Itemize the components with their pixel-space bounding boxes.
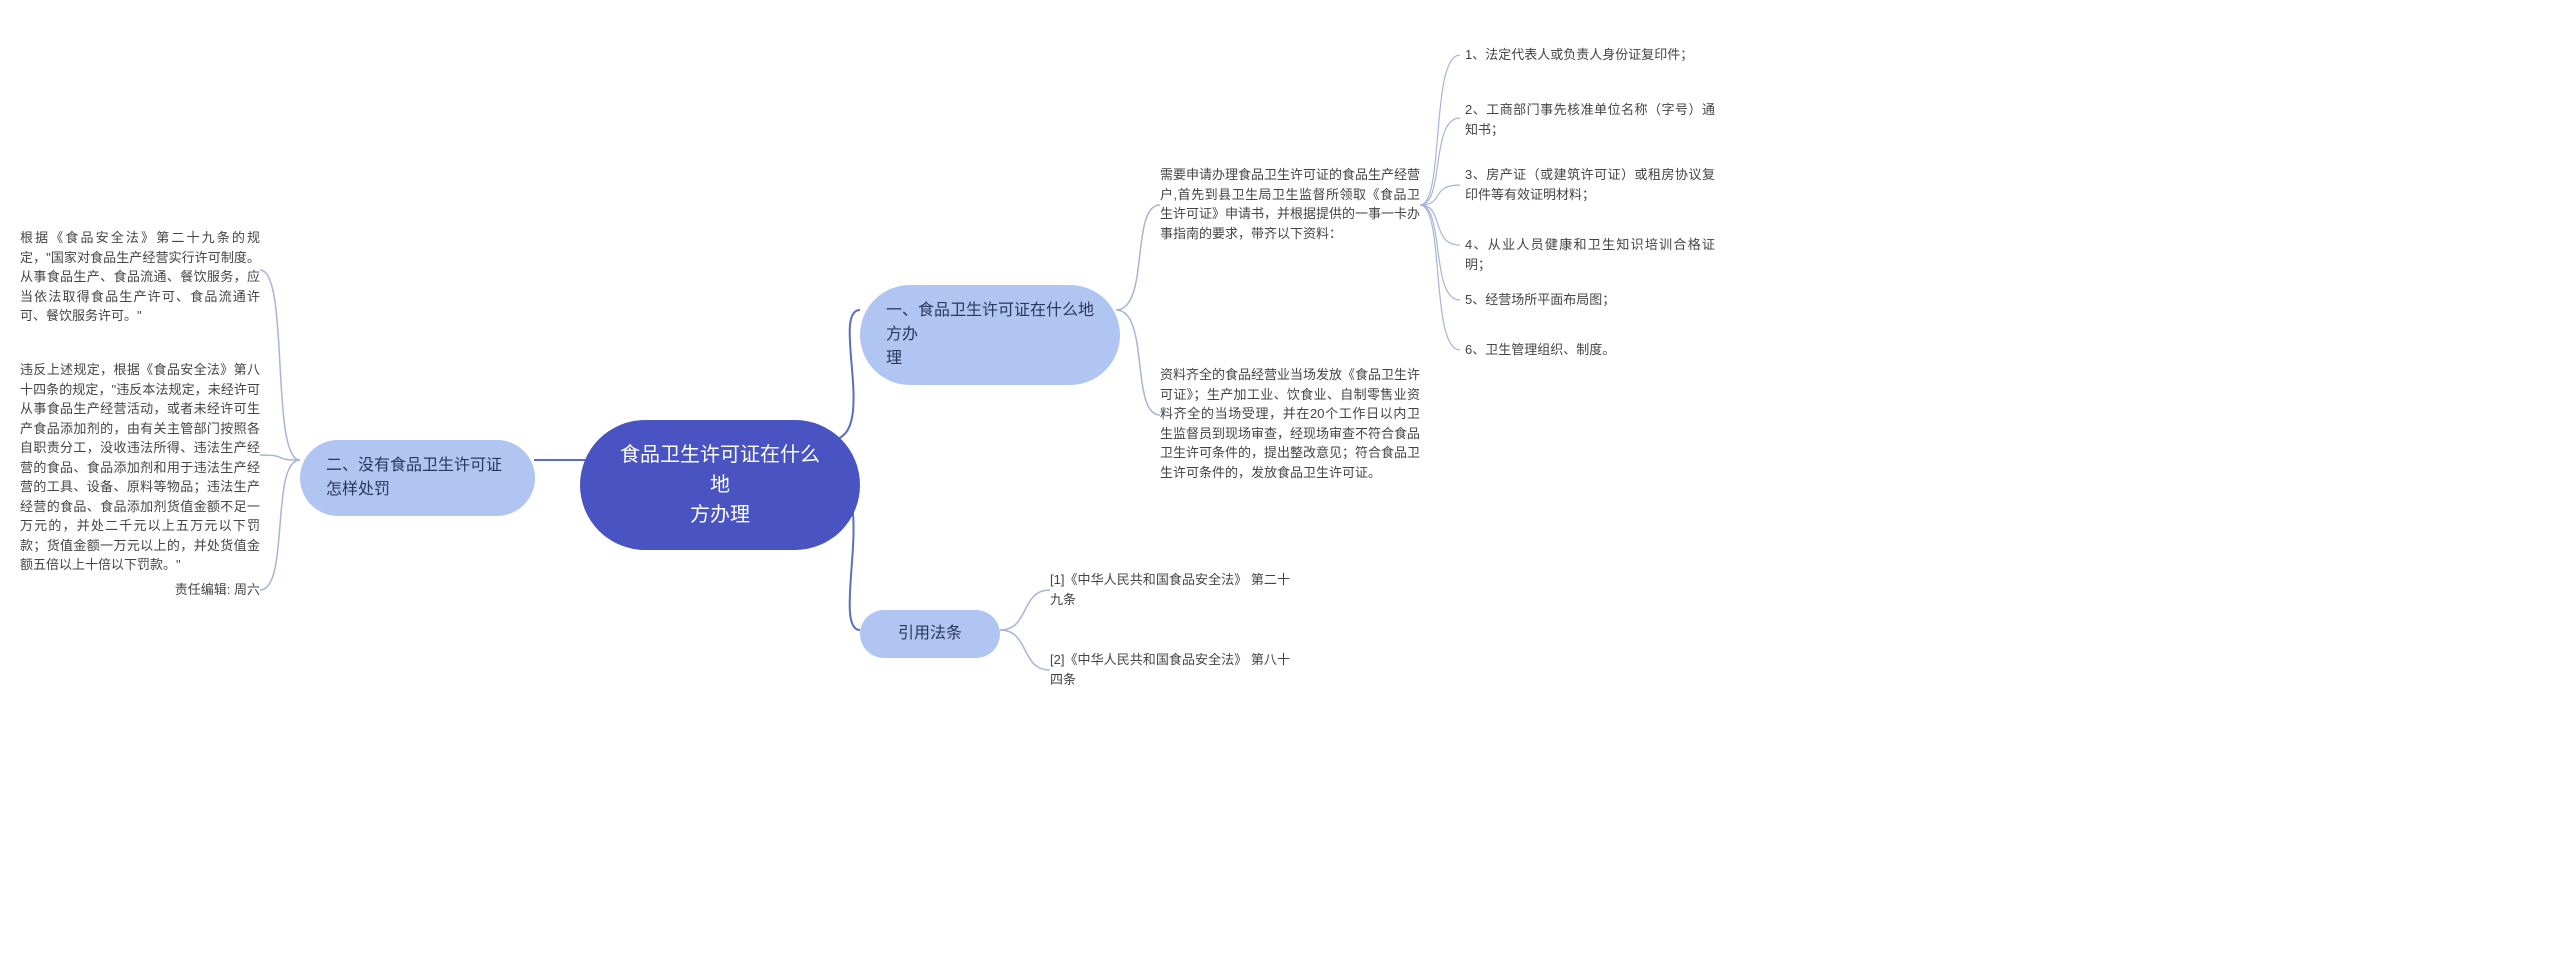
doc-item-4: 4、从业人员健康和卫生知识培训合格证明； [1465, 235, 1715, 274]
ref-law-1: [1]《中华人民共和国食品安全法》 第二十九条 [1050, 570, 1290, 609]
doc-item-3: 3、房产证（或建筑许可证）或租房协议复印件等有效证明材料； [1465, 165, 1715, 204]
branch1-label-l2: 理 [886, 347, 1094, 371]
branch-penalties[interactable]: 二、没有食品卫生许可证怎样处罚 [300, 440, 535, 516]
root-node[interactable]: 食品卫生许可证在什么地 方办理 [580, 420, 860, 550]
root-title-line2: 方办理 [616, 500, 824, 530]
branch1-label-l1: 一、食品卫生许可证在什么地方办 [886, 299, 1094, 347]
doc-item-2: 2、工商部门事先核准单位名称（字号）通知书； [1465, 100, 1715, 139]
root-title-line1: 食品卫生许可证在什么地 [616, 440, 824, 500]
branch2-p3: 责任编辑: 周六 [20, 580, 260, 600]
branch-cited-laws[interactable]: 引用法条 [860, 610, 1000, 658]
branch-where-to-apply[interactable]: 一、食品卫生许可证在什么地方办 理 [860, 285, 1120, 385]
doc-item-5: 5、经营场所平面布局图； [1465, 290, 1715, 310]
branch2-p1: 根据《食品安全法》第二十九条的规定，"国家对食品生产经营实行许可制度。从事食品生… [20, 228, 260, 326]
branch2-label: 二、没有食品卫生许可证怎样处罚 [326, 457, 502, 498]
ref-law-2: [2]《中华人民共和国食品安全法》 第八十四条 [1050, 650, 1290, 689]
branch1-child-required-docs-intro: 需要申请办理食品卫生许可证的食品生产经营户,首先到县卫生局卫生监督所领取《食品卫… [1160, 165, 1420, 243]
doc-item-1: 1、法定代表人或负责人身份证复印件； [1465, 45, 1715, 65]
doc-item-6: 6、卫生管理组织、制度。 [1465, 340, 1715, 360]
branch2-p2: 违反上述规定，根据《食品安全法》第八十四条的规定，"违反本法规定，未经许可从事食… [20, 360, 260, 575]
branch-ref-label: 引用法条 [898, 625, 962, 642]
branch1-child-process: 资料齐全的食品经营业当场发放《食品卫生许可证》；生产加工业、饮食业、自制零售业资… [1160, 365, 1420, 482]
